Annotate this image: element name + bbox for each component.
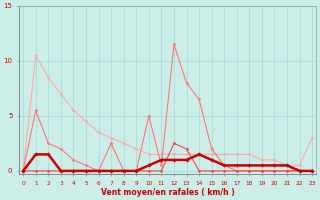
X-axis label: Vent moyen/en rafales ( km/h ): Vent moyen/en rafales ( km/h ) [101, 188, 235, 197]
